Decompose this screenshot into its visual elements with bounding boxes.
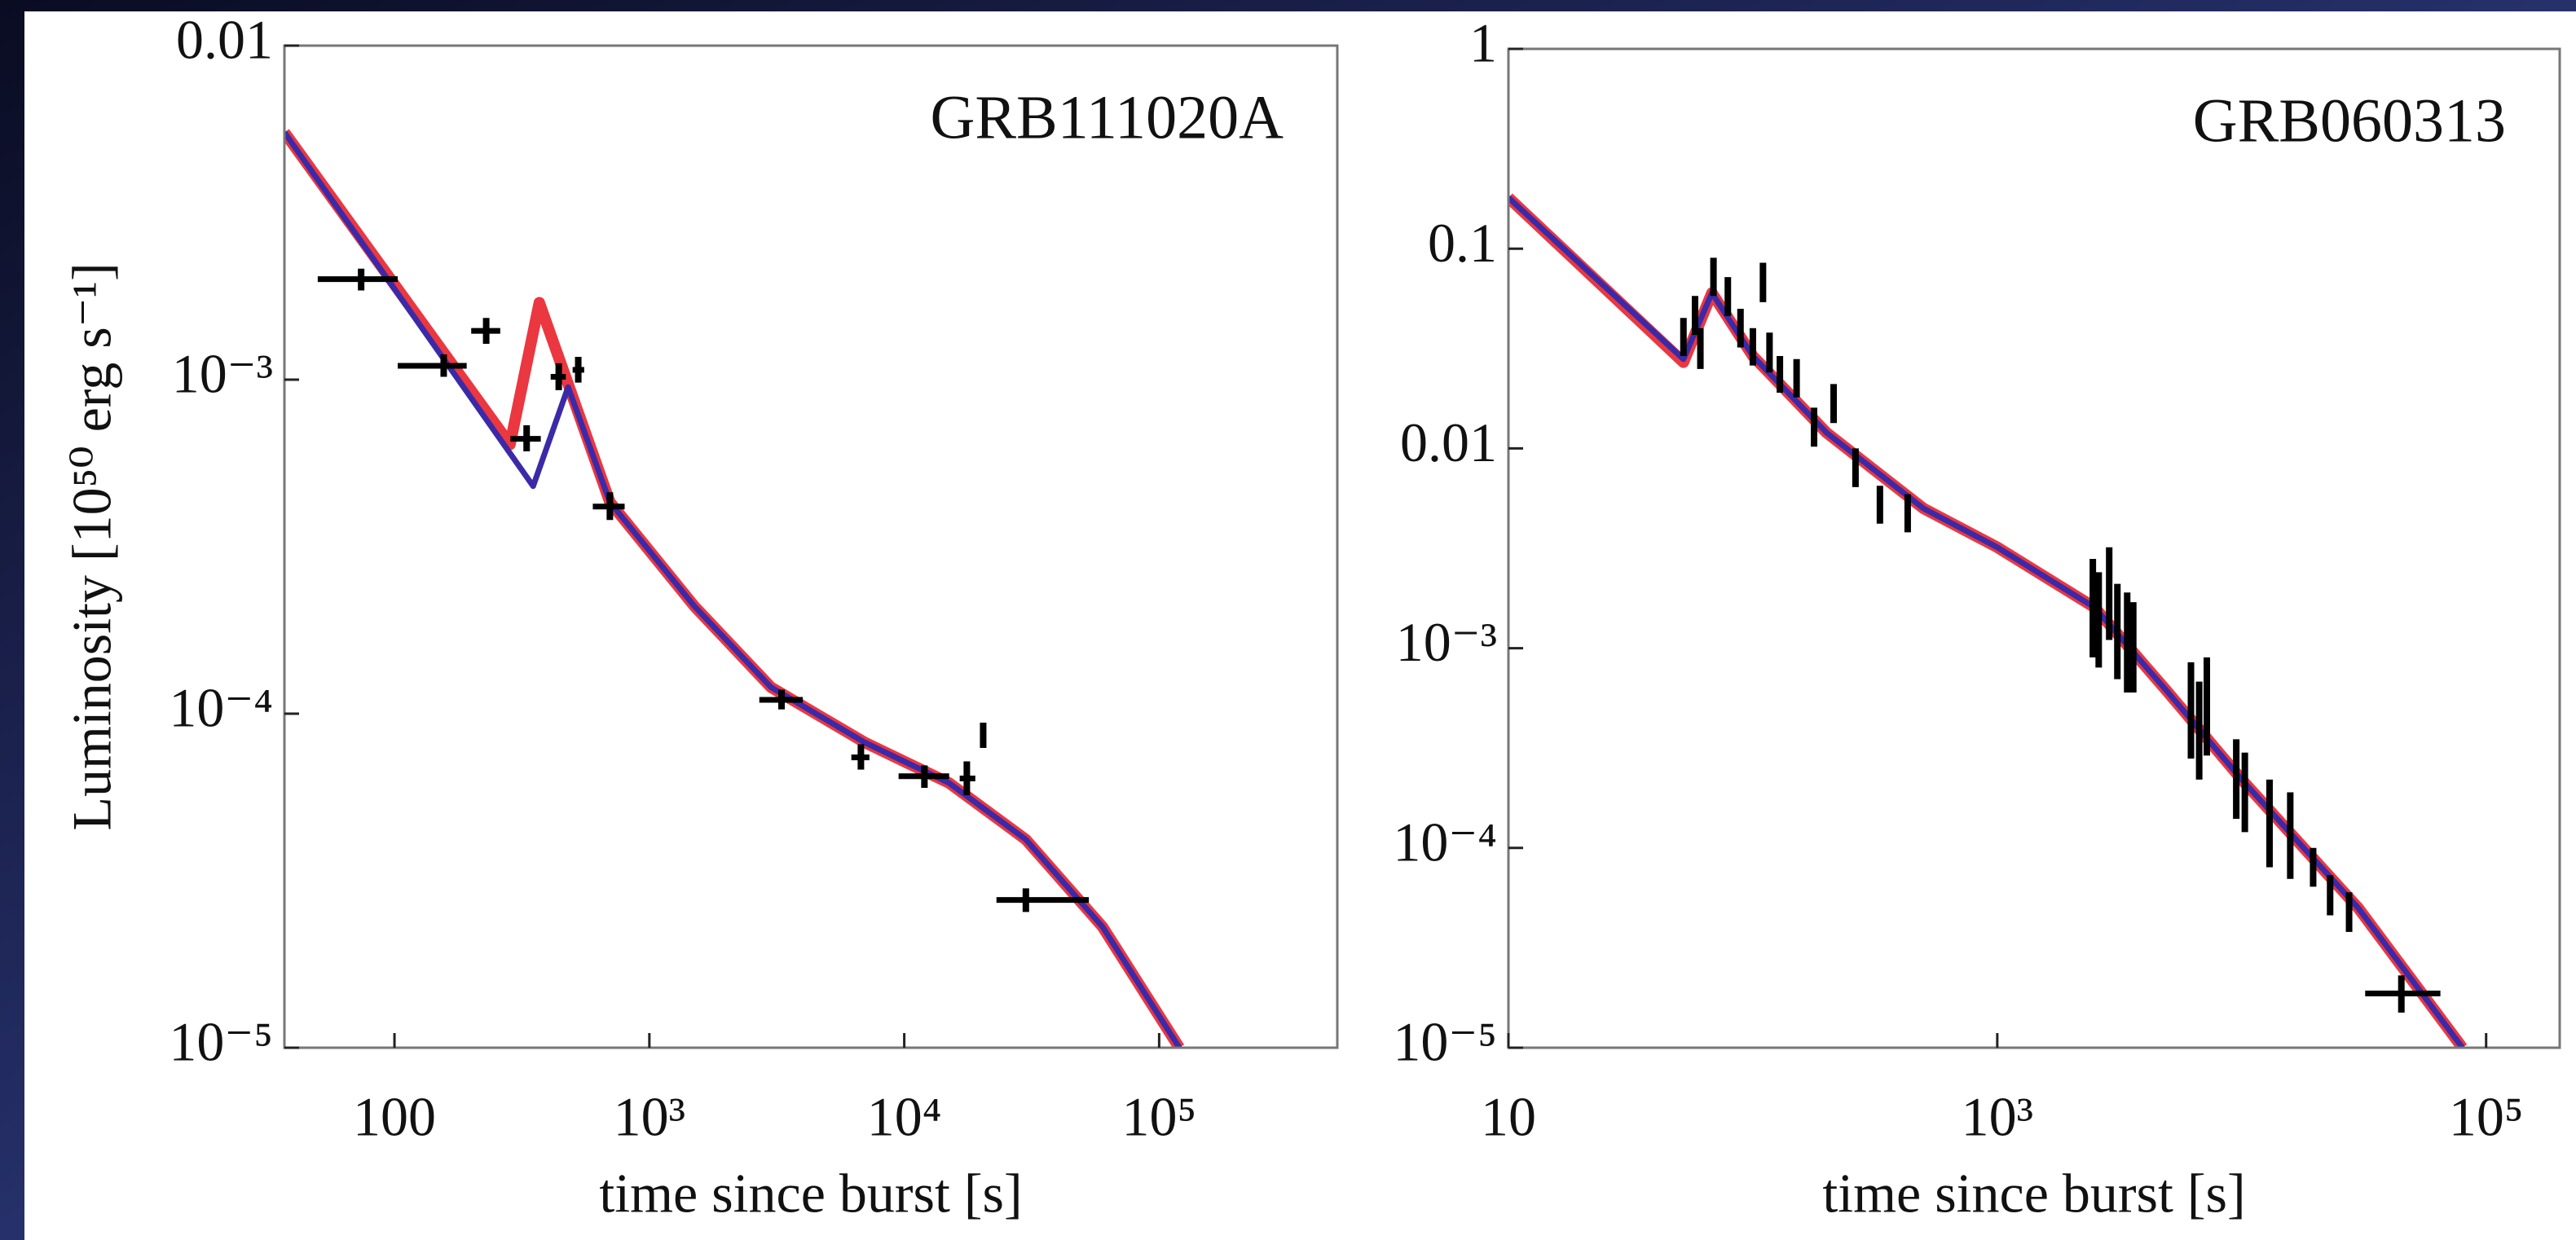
axes-frame — [1507, 47, 2561, 1049]
x-axis-label: time since burst [s] — [1822, 1163, 2245, 1225]
plot-area — [284, 129, 1185, 1048]
figure-area — [24, 11, 2576, 1240]
y-tick-label: 1 — [1469, 12, 1497, 74]
y-tick-label: 0.1 — [1428, 212, 1497, 274]
x-tick-label: 10⁵ — [2449, 1086, 2524, 1148]
x-tick-label: 10⁵ — [1122, 1086, 1197, 1148]
y-tick-label: 10⁻⁵ — [1393, 1011, 1497, 1073]
y-tick-label: 10⁻³ — [1396, 611, 1497, 673]
y-tick-label: 0.01 — [1400, 411, 1497, 473]
x-tick-label: 10 — [1481, 1086, 1536, 1148]
annotation: GRB060313 — [2193, 86, 2506, 155]
y-tick-label: 10⁻³ — [172, 343, 273, 405]
y-tick-label: 10⁻⁴ — [169, 677, 273, 739]
x-tick-label: 10⁴ — [867, 1086, 942, 1148]
axes-frame — [283, 44, 1339, 1049]
y-tick-label: 10⁻⁴ — [1393, 811, 1497, 873]
y-axis-label: Luminosity [10⁵⁰ erg s⁻¹] — [61, 262, 123, 830]
y-tick-label: 0.01 — [176, 9, 273, 71]
y-tick-label: 10⁻⁵ — [169, 1011, 273, 1073]
plot-area — [1508, 193, 2468, 1048]
x-tick-label: 10³ — [1962, 1086, 2033, 1148]
x-tick-label: 10³ — [614, 1086, 685, 1148]
annotation: GRB111020A — [930, 83, 1284, 152]
model-curve — [284, 130, 1182, 1048]
x-axis-label: time since burst [s] — [599, 1163, 1022, 1225]
model-curve — [1508, 196, 2465, 1048]
x-tick-label: 100 — [353, 1086, 436, 1148]
